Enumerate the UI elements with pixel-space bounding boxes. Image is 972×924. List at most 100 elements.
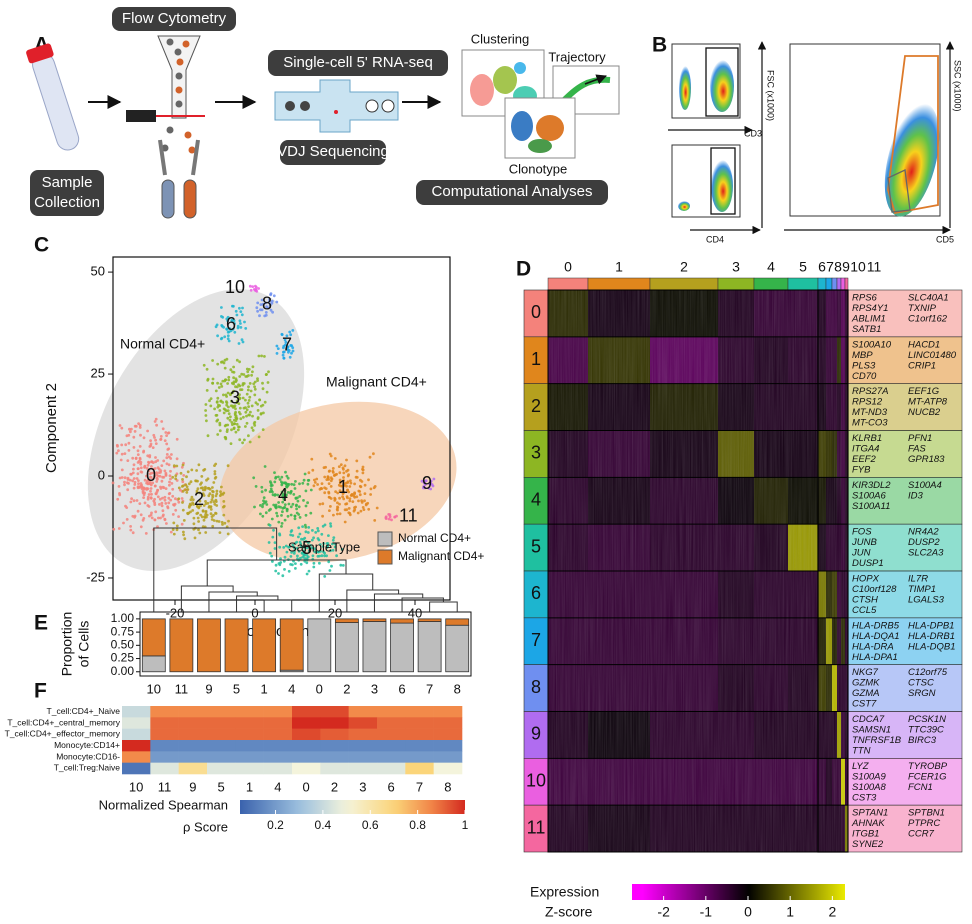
heatmap-cell: [433, 740, 463, 752]
heatmap-cell: [548, 383, 589, 431]
expression-heatmap-panel: Expression Z-score 0 1 2 3 4 5 6 7 8 9 10 110RPS6RP…: [523, 259, 963, 920]
cell-point: [175, 437, 179, 441]
dendrogram: [263, 599, 293, 612]
x-tick-label: 5: [233, 681, 240, 696]
cell-point: [249, 410, 252, 414]
heatmap-cell: [292, 762, 321, 775]
row-label-box: [523, 804, 549, 853]
cell-point: [172, 532, 176, 536]
cell-point: [330, 564, 333, 568]
heatmap-cell: [718, 758, 755, 806]
mini-title: Clonotype: [509, 161, 568, 176]
cell-point: [222, 491, 226, 495]
heatmap-cell: [207, 740, 236, 752]
cell-point: [214, 498, 218, 502]
cell-point: [295, 546, 299, 550]
row-label-box: [523, 664, 549, 712]
column-label: 2: [331, 779, 338, 794]
cell-point: [266, 381, 270, 384]
cell-point: [244, 410, 248, 414]
cell-point: [244, 425, 247, 428]
cell-point: [247, 374, 250, 377]
bar-segment: [417, 621, 442, 673]
cell-point: [181, 489, 185, 493]
cell-point: [299, 562, 303, 566]
cell-point: [222, 407, 226, 411]
cell-point: [161, 514, 165, 518]
cluster-label: 2: [194, 489, 204, 509]
column-label: 6: [818, 259, 826, 275]
cell-point: [170, 453, 173, 456]
gene-name: S100A8: [852, 782, 887, 793]
cell-point: [283, 338, 287, 342]
label-box: [416, 180, 608, 205]
cell-point: [169, 498, 173, 502]
gene-name: LGALS3: [908, 595, 945, 606]
column-bar: [840, 277, 846, 291]
heatmap-cell: [650, 430, 719, 478]
cell-point: [220, 485, 223, 489]
gene-name: HLA-DQB1: [908, 641, 956, 652]
cell-point: [221, 360, 224, 364]
cell-point: [295, 507, 298, 511]
x-tick-label: 0: [316, 681, 323, 696]
cell-point: [298, 482, 301, 486]
column-bar: [844, 277, 849, 291]
colorbar-title: ρ Score: [183, 819, 228, 834]
cell-point: [204, 510, 208, 514]
cell-point: [273, 541, 277, 544]
cell-point: [235, 401, 239, 404]
cell-point: [310, 546, 314, 550]
cell-point: [117, 449, 120, 453]
box-text: Collection: [34, 194, 100, 211]
heatmap-cell: [433, 762, 463, 775]
cell-point: [124, 443, 128, 447]
cell-point: [165, 434, 169, 437]
cell-point: [181, 478, 184, 481]
heatmap-cell: [150, 762, 179, 775]
heatmap-cell: [718, 290, 755, 338]
cell-point: [338, 496, 341, 500]
cell-point: [214, 389, 218, 393]
cluster-label: 3: [230, 387, 240, 407]
cell-point: [139, 513, 143, 517]
cell-point: [321, 545, 325, 548]
heatmap-cell: [178, 740, 208, 752]
colorbar-tick-label: 0.4: [315, 818, 332, 832]
cell-point: [311, 468, 315, 472]
cell-point: [193, 536, 197, 540]
cell-point: [315, 477, 319, 481]
cell-point: [120, 452, 124, 456]
gene-name: MT-ATP8: [908, 397, 948, 408]
cell-point: [420, 479, 424, 483]
cell-point: [238, 384, 242, 388]
cell-point: [304, 504, 308, 508]
y-tick-label: 0.00: [111, 664, 135, 678]
cell-point: [143, 501, 147, 505]
cell-point: [185, 475, 188, 479]
cell-point: [184, 488, 188, 491]
cell-point: [210, 498, 214, 502]
heatmap-cell: [841, 336, 846, 384]
cell-point: [182, 474, 186, 477]
cell-point: [284, 481, 287, 485]
cell-point: [274, 475, 278, 479]
cell-point: [223, 424, 227, 428]
cell-point: [195, 469, 199, 472]
dendrogram: [180, 585, 234, 612]
gene-name: MT-ND3: [852, 407, 888, 418]
cell-point: [329, 497, 333, 500]
heatmap-cell: [841, 805, 846, 853]
heatmap-cell: [754, 336, 789, 384]
cell-point: [285, 550, 289, 554]
cell-point: [153, 420, 157, 423]
cell-point: [174, 508, 178, 512]
cell-point: [316, 554, 320, 558]
y-axis-label: Component 2: [43, 383, 60, 473]
cell-point: [199, 513, 203, 517]
cell-point: [271, 493, 275, 497]
heatmap-cell: [405, 717, 434, 729]
cell-point: [165, 462, 169, 466]
cell-point: [143, 464, 147, 468]
heatmap-cell: [588, 805, 651, 853]
